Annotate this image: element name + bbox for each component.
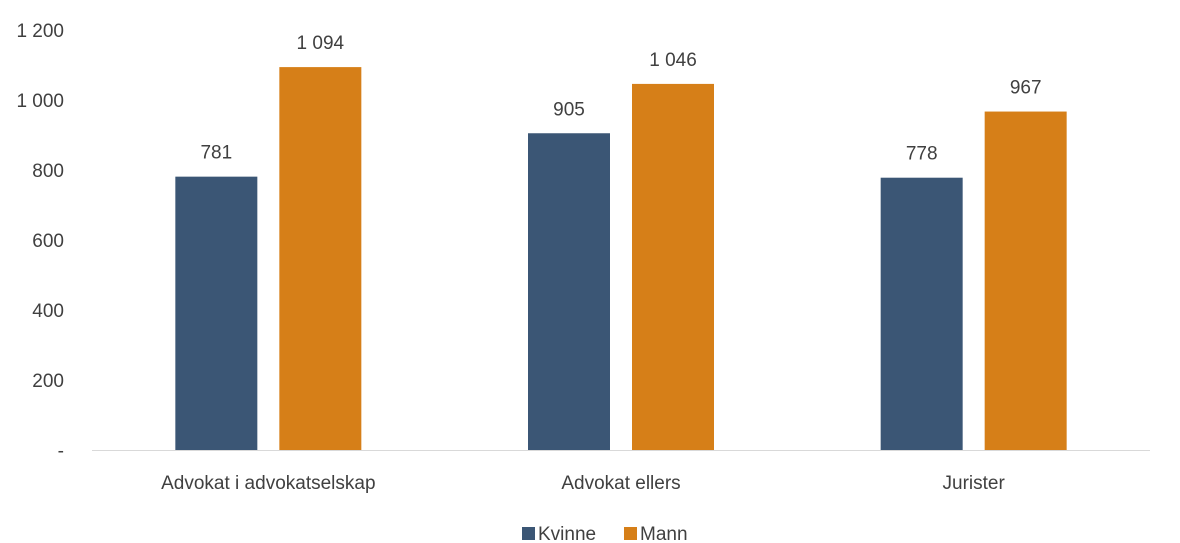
y-tick-label: 800 [32,161,64,182]
bar-mann-1 [632,83,714,451]
data-label: 778 [906,144,938,165]
legend-label: Mann [640,524,688,543]
bar-kvinne-0 [175,176,258,450]
bar-kvinne-2 [880,177,963,450]
y-axis: - 200 400 600 800 1 000 1 200 [16,21,64,462]
y-tick-label: 200 [32,371,64,392]
bar-mann-0 [279,67,362,450]
y-tick-label: 600 [32,231,64,252]
bars: 781 1 094 905 1 046 778 967 [175,33,1067,451]
y-tick-label: - [58,441,64,462]
legend: Kvinne Mann [522,524,688,543]
category-label: Jurister [943,473,1006,494]
data-label: 1 046 [649,50,697,71]
y-tick-label: 1 200 [16,21,64,42]
data-label: 905 [553,99,585,120]
data-label: 967 [1010,78,1042,99]
data-label: 1 094 [297,33,345,54]
bar-mann-2 [984,111,1067,451]
category-label: Advokat i advokatselskap [161,473,375,494]
category-labels: Advokat i advokatselskap Advokat ellers Ju… [161,473,1005,494]
legend-swatch-mann [624,527,637,540]
y-tick-label: 400 [32,301,64,322]
data-label: 781 [200,143,232,164]
legend-swatch-kvinne [522,527,535,540]
legend-label: Kvinne [538,524,596,543]
category-label: Advokat ellers [561,473,680,494]
bar-kvinne-1 [528,133,610,450]
y-tick-label: 1 000 [16,91,64,112]
